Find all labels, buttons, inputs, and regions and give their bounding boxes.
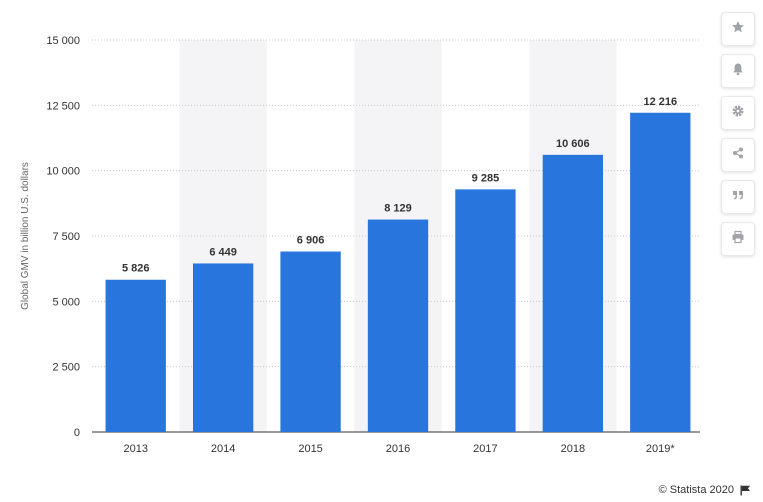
star-icon bbox=[731, 20, 745, 39]
x-tick-label: 2019* bbox=[646, 443, 675, 455]
bar-chart: 0 2 500 5 000 7 500 10 000 12 500 15 000 5 826… bbox=[20, 35, 700, 455]
y-tick-label: 12 500 bbox=[46, 100, 80, 112]
data-label-2017: 9 285 bbox=[472, 172, 500, 184]
settings-button[interactable] bbox=[721, 96, 755, 130]
x-tick-label: 2014 bbox=[211, 443, 235, 455]
x-tick-label: 2017 bbox=[473, 443, 497, 455]
notification-button[interactable] bbox=[721, 54, 755, 88]
cite-button[interactable] bbox=[721, 180, 755, 214]
bar-2016 bbox=[367, 219, 429, 432]
data-label-2018: 10 606 bbox=[556, 138, 590, 150]
chart-toolbar bbox=[721, 12, 757, 264]
quote-icon bbox=[731, 188, 745, 207]
print-button[interactable] bbox=[721, 222, 755, 256]
x-tick-label: 2016 bbox=[386, 443, 410, 455]
y-tick-label: 2 500 bbox=[52, 362, 80, 374]
y-tick-label: 0 bbox=[74, 427, 80, 439]
bar-2014 bbox=[192, 263, 254, 432]
flag-icon[interactable] bbox=[740, 485, 751, 496]
y-axis-label: Global GMV in billion U.S. dollars bbox=[20, 162, 31, 310]
x-tick-label: 2013 bbox=[123, 443, 147, 455]
x-tick-label: 2018 bbox=[561, 443, 585, 455]
bell-icon bbox=[731, 62, 745, 81]
bars bbox=[105, 112, 691, 433]
gear-icon bbox=[731, 104, 745, 123]
share-button[interactable] bbox=[721, 138, 755, 172]
data-label-2016: 8 129 bbox=[384, 203, 412, 215]
footer: © Statista 2020 bbox=[659, 484, 751, 496]
y-tick-label: 7 500 bbox=[52, 231, 80, 243]
y-tick-label: 5 000 bbox=[52, 296, 80, 308]
x-tick-label: 2015 bbox=[298, 443, 322, 455]
data-label-2019*: 12 216 bbox=[643, 96, 677, 108]
data-label-2014: 6 449 bbox=[209, 246, 237, 258]
favorite-button[interactable] bbox=[721, 12, 755, 46]
bar-2019* bbox=[630, 112, 691, 433]
data-label-2015: 6 906 bbox=[297, 235, 325, 247]
share-icon bbox=[731, 146, 745, 165]
data-label-2013: 5 826 bbox=[122, 263, 150, 275]
y-axis-tick-labels: 0 2 500 5 000 7 500 10 000 12 500 15 000 bbox=[46, 35, 80, 439]
data-labels: 5 826 6 449 6 906 8 129 9 285 10 606 12 216 bbox=[122, 96, 677, 275]
bar-2013 bbox=[105, 279, 166, 432]
print-icon bbox=[731, 230, 745, 249]
y-tick-label: 10 000 bbox=[46, 166, 80, 178]
bar-2018 bbox=[542, 154, 604, 432]
y-tick-label: 15 000 bbox=[46, 35, 80, 47]
bar-2015 bbox=[280, 251, 341, 432]
x-axis-tick-labels: 2013 2014 2015 2016 2017 2018 2019* bbox=[123, 443, 675, 455]
copyright-text: © Statista 2020 bbox=[658, 484, 734, 496]
bar-2017 bbox=[455, 189, 516, 432]
